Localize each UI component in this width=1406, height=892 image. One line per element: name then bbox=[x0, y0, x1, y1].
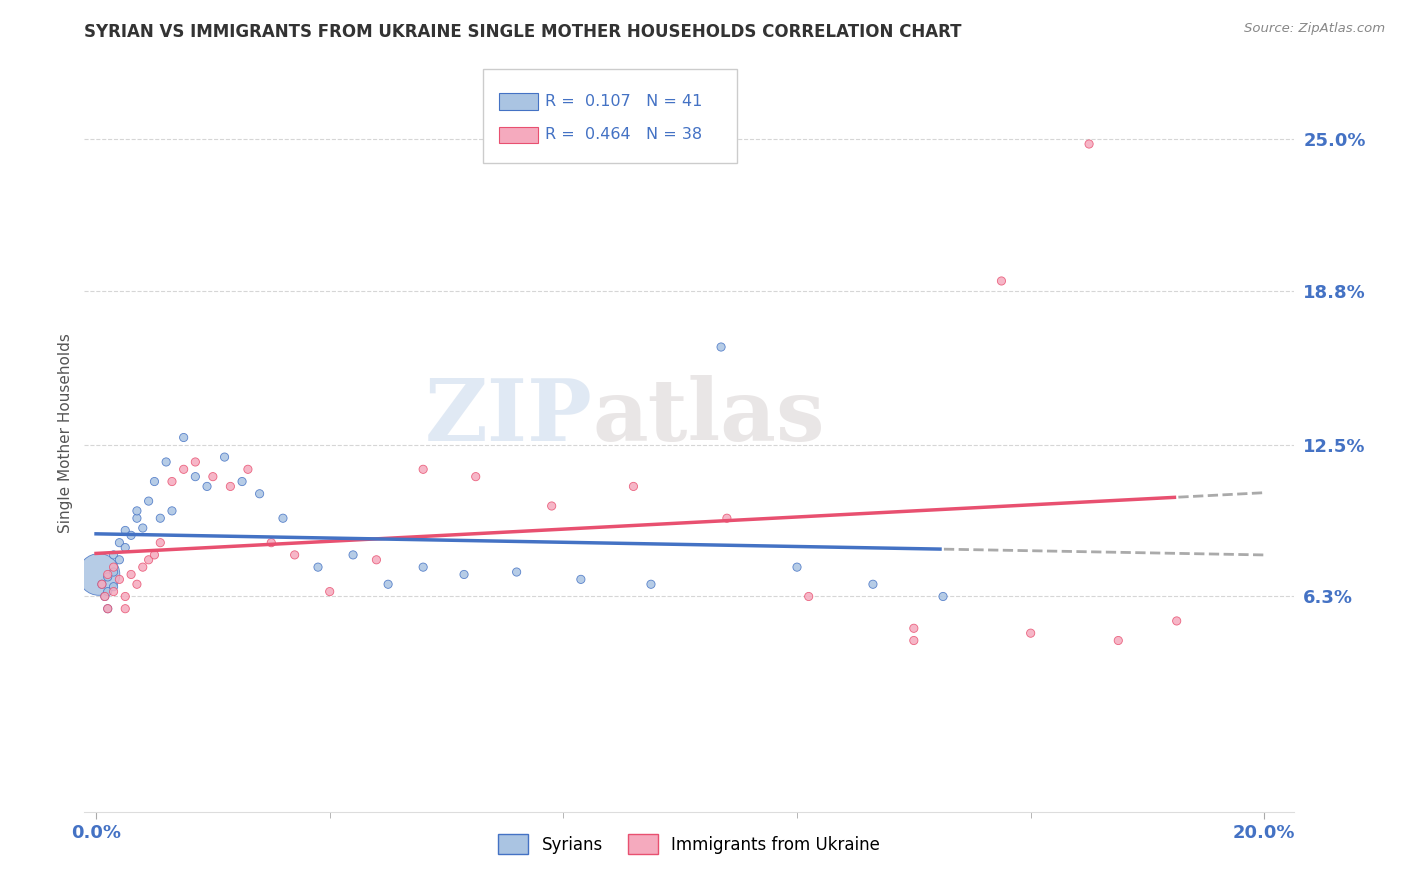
Point bbox=[342, 548, 364, 562]
Point bbox=[103, 565, 125, 579]
Point bbox=[219, 479, 242, 493]
Point bbox=[1107, 633, 1129, 648]
Point bbox=[184, 469, 207, 483]
Point bbox=[87, 567, 110, 582]
Text: R =  0.107   N = 41: R = 0.107 N = 41 bbox=[546, 94, 703, 109]
FancyBboxPatch shape bbox=[499, 94, 538, 110]
Point bbox=[149, 511, 172, 525]
Point bbox=[132, 521, 155, 535]
Point bbox=[138, 494, 160, 508]
Point bbox=[114, 601, 136, 615]
Point bbox=[160, 504, 183, 518]
Point bbox=[114, 590, 136, 604]
Point bbox=[377, 577, 399, 591]
Point bbox=[160, 475, 183, 489]
Point bbox=[114, 524, 136, 538]
Point bbox=[184, 455, 207, 469]
Text: ZIP: ZIP bbox=[425, 376, 592, 459]
Point bbox=[90, 577, 112, 591]
Point bbox=[569, 573, 592, 587]
Point bbox=[464, 469, 486, 483]
Point bbox=[94, 590, 117, 604]
Point bbox=[797, 590, 820, 604]
Point bbox=[260, 535, 283, 549]
Point bbox=[155, 455, 177, 469]
Point bbox=[173, 462, 195, 476]
Text: Source: ZipAtlas.com: Source: ZipAtlas.com bbox=[1244, 22, 1385, 36]
Point bbox=[143, 548, 166, 562]
Point bbox=[249, 487, 271, 501]
Point bbox=[103, 560, 125, 574]
Point bbox=[1019, 626, 1042, 640]
Point bbox=[103, 584, 125, 599]
Point bbox=[125, 511, 148, 525]
Text: R =  0.464   N = 38: R = 0.464 N = 38 bbox=[546, 127, 702, 142]
Point bbox=[903, 633, 925, 648]
Point bbox=[366, 553, 388, 567]
Point bbox=[716, 511, 738, 525]
Point bbox=[97, 567, 120, 582]
Point bbox=[97, 601, 120, 615]
Point bbox=[640, 577, 662, 591]
Point bbox=[231, 475, 253, 489]
Point bbox=[120, 567, 142, 582]
Point bbox=[786, 560, 808, 574]
Point bbox=[195, 479, 218, 493]
Point bbox=[103, 548, 125, 562]
Point bbox=[108, 535, 131, 549]
Point bbox=[236, 462, 259, 476]
Point bbox=[1166, 614, 1188, 628]
Text: atlas: atlas bbox=[592, 376, 825, 459]
Point bbox=[97, 601, 120, 615]
Point bbox=[132, 560, 155, 574]
Point bbox=[125, 504, 148, 518]
Point bbox=[284, 548, 307, 562]
Point bbox=[97, 570, 120, 584]
Point bbox=[307, 560, 329, 574]
Point bbox=[505, 565, 527, 579]
Point bbox=[94, 590, 117, 604]
Point bbox=[201, 469, 224, 483]
Point bbox=[149, 535, 172, 549]
Point bbox=[114, 541, 136, 555]
Point bbox=[108, 573, 131, 587]
Point bbox=[108, 553, 131, 567]
Point bbox=[143, 475, 166, 489]
Point bbox=[412, 462, 434, 476]
Point bbox=[97, 584, 120, 599]
FancyBboxPatch shape bbox=[484, 69, 737, 163]
Point bbox=[932, 590, 955, 604]
Text: SYRIAN VS IMMIGRANTS FROM UKRAINE SINGLE MOTHER HOUSEHOLDS CORRELATION CHART: SYRIAN VS IMMIGRANTS FROM UKRAINE SINGLE… bbox=[84, 23, 962, 41]
Point bbox=[103, 580, 125, 594]
Point bbox=[412, 560, 434, 574]
Point bbox=[138, 553, 160, 567]
Point bbox=[318, 584, 340, 599]
Y-axis label: Single Mother Households: Single Mother Households bbox=[58, 333, 73, 533]
Point bbox=[710, 340, 733, 354]
Point bbox=[271, 511, 294, 525]
Point bbox=[623, 479, 645, 493]
Point bbox=[90, 577, 112, 591]
Point bbox=[120, 528, 142, 542]
Point bbox=[173, 430, 195, 444]
Legend: Syrians, Immigrants from Ukraine: Syrians, Immigrants from Ukraine bbox=[491, 828, 887, 860]
Point bbox=[903, 621, 925, 635]
Point bbox=[540, 499, 562, 513]
Point bbox=[990, 274, 1012, 288]
FancyBboxPatch shape bbox=[499, 127, 538, 144]
Point bbox=[125, 577, 148, 591]
Point bbox=[1078, 136, 1101, 151]
Point bbox=[862, 577, 884, 591]
Point bbox=[453, 567, 475, 582]
Point bbox=[214, 450, 236, 464]
